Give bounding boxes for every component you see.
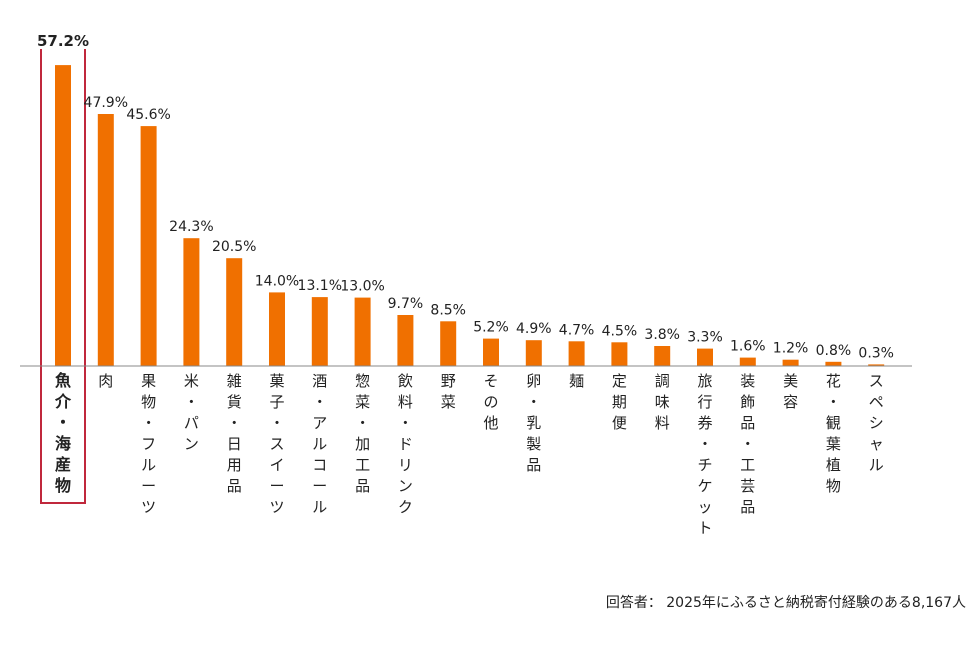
category-label-20: スペシャル [869,372,884,474]
value-label-1: 57.2% [37,32,89,50]
value-label-12: 4.9% [516,321,552,337]
category-label-16: 旅行券・チケット [697,372,712,537]
bar-14 [611,342,628,366]
value-label-13: 4.7% [559,322,595,338]
value-label-16: 3.3% [687,330,723,346]
bar-15 [654,346,671,366]
category-labels-layer: 魚介・海産物 肉 果物・フルーツ 米・パン 雑貨・日用品 菓子・スイーツ 酒・アルコール 惣菜… [54,371,884,537]
category-label-2: 肉 [98,372,113,390]
bar-6 [269,292,285,366]
highlight-layer [33,31,93,504]
bars-layer [55,65,885,366]
value-label-6: 14.0% [255,273,299,289]
category-label-10: 野菜 [441,372,456,411]
value-label-14: 4.5% [602,323,638,339]
bar-5 [226,258,243,366]
respondent-footnote: 回答者： 2025年にふるさと納税寄付経験のある8,167人 [605,595,966,611]
category-label-3: 果物・フルーツ [141,372,156,516]
value-label-19: 0.8% [816,343,852,359]
bar-12 [525,340,542,366]
category-label-9: 飲料・ドリンク [398,372,413,516]
highlight-label-backdrop [33,31,93,49]
bar-1 [55,65,71,366]
value-label-20: 0.3% [858,345,894,361]
category-label-17: 装飾品・工芸品 [740,372,755,516]
bar-17 [739,357,756,366]
value-label-2: 47.9% [84,95,128,111]
category-label-19: 花・観葉植物 [826,372,841,495]
bar-20 [868,364,885,366]
category-label-7: 酒・アルコール [312,372,327,516]
category-label-6: 菓子・スイーツ [269,372,284,516]
bar-7 [311,297,328,366]
bar-4 [183,238,200,366]
value-label-18: 1.2% [773,341,809,357]
category-label-14: 定期便 [612,372,627,432]
bar-19 [825,361,842,366]
bar-18 [782,359,799,366]
category-label-4: 米・パン [184,372,199,453]
category-label-8: 惣菜・加工品 [355,372,370,495]
category-label-1: 魚介・海産物 [54,371,72,495]
category-label-12: 卵・乳製品 [526,372,541,474]
bar-16 [697,348,713,366]
value-label-8: 13.0% [340,279,384,295]
category-label-15: 調味料 [655,372,670,432]
value-labels-layer: 57.2% 47.9%45.6% 24.3% 20.5% 14.0%13.1%13.0%… [37,32,894,361]
value-label-7: 13.1% [298,278,342,294]
category-label-11: その他 [483,372,498,432]
value-label-9: 9.7% [388,296,424,312]
value-label-5: 20.5% [212,239,256,255]
bar-13 [568,341,585,366]
value-label-11: 5.2% [473,320,509,336]
value-label-3: 45.6% [126,107,170,123]
value-label-17: 1.6% [730,339,766,355]
category-label-5: 雑貨・日用品 [227,372,242,495]
bar-11 [483,338,499,366]
value-label-10: 8.5% [430,302,466,318]
bar-3 [140,126,157,366]
bar-10 [440,321,457,366]
bar-8 [354,297,371,366]
value-label-15: 3.8% [644,327,680,343]
category-label-13: 麺 [569,372,584,390]
bar-2 [97,114,114,366]
value-label-4: 24.3% [169,219,213,235]
category-label-18: 美容 [783,372,798,411]
bar-9 [397,315,414,366]
